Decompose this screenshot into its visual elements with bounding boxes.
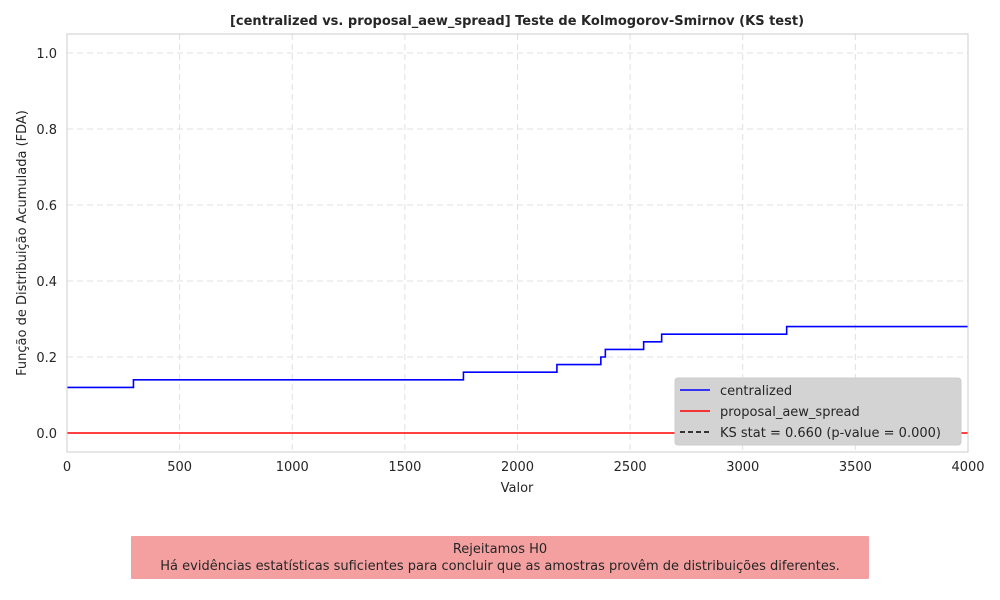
legend-label: KS stat = 0.660 (p-value = 0.000) <box>720 426 941 441</box>
y-tick-label: 1.0 <box>36 47 57 62</box>
legend-label: proposal_aew_spread <box>720 405 860 420</box>
y-tick-label: 0.4 <box>36 275 57 290</box>
legend-label: centralized <box>720 384 792 399</box>
x-tick-label: 2000 <box>501 460 534 475</box>
y-tick-labels: 0.0 0.2 0.4 0.6 0.8 1.0 <box>36 47 57 442</box>
x-tick-label: 4000 <box>951 460 984 475</box>
x-axis-label: Valor <box>501 481 534 496</box>
ks-test-chart: 0 500 1000 1500 2000 2500 3000 3500 4000 0.00.20… <box>15 14 985 496</box>
plot-frame <box>66 33 969 453</box>
legend: centralized proposal_aew_spread KS stat = … <box>674 377 962 446</box>
y-tick-label: 0.2 <box>36 351 57 366</box>
series-line-centralized <box>67 325 968 389</box>
y-tick-label: 0.6 <box>36 199 57 214</box>
conclusion-text: Há evidências estatísticas suficientes p… <box>160 558 840 574</box>
x-tick-label: 3000 <box>726 460 759 475</box>
x-tick-label: 2500 <box>614 460 647 475</box>
x-tick-label: 3500 <box>839 460 872 475</box>
x-tick-label: 500 <box>167 460 192 475</box>
x-tick-label: 1000 <box>276 460 309 475</box>
x-tick-label: 1500 <box>388 460 421 475</box>
x-tick-labels: 0 500 1000 1500 2000 2500 3000 3500 4000 <box>63 460 985 475</box>
y-tick-label: 0.0 <box>36 427 57 442</box>
legend-box <box>674 377 962 446</box>
conclusion-box: Rejeitamos H0 Há evidências estatísticas… <box>131 536 869 579</box>
x-tick-label: 0 <box>63 460 71 475</box>
y-tick-label: 0.8 <box>36 123 57 138</box>
chart-title: [centralized vs. proposal_aew_spread] Te… <box>230 14 804 29</box>
conclusion-title: Rejeitamos H0 <box>452 541 548 557</box>
y-axis-label: Função de Distribuição Acumulada (FDA) <box>15 110 30 376</box>
